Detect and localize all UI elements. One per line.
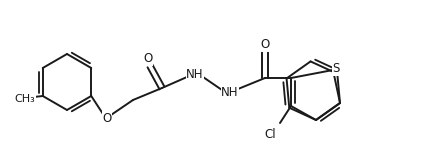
Text: O: O [260,38,269,51]
Text: S: S [333,63,340,75]
Text: O: O [143,53,153,65]
Text: Cl: Cl [264,128,276,142]
Text: NH: NH [221,85,239,99]
Text: O: O [102,111,112,124]
Text: CH₃: CH₃ [15,94,35,104]
Text: NH: NH [186,69,204,81]
